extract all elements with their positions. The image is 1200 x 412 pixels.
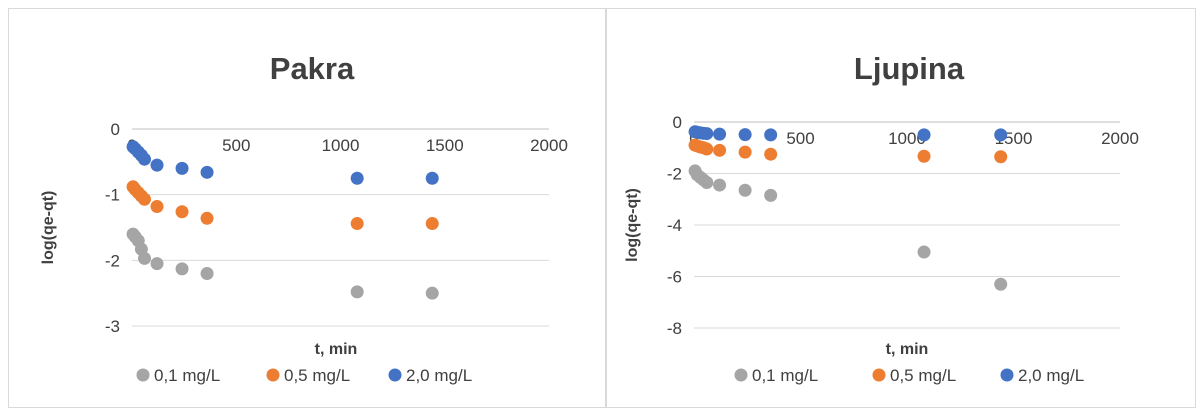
legend-marker (872, 368, 886, 382)
data-point-0-5-mg-l (713, 143, 727, 157)
legend-label: 0,5 mg/L (284, 366, 350, 385)
data-point-2-0-mg-l (764, 128, 778, 142)
data-point-0-5-mg-l (200, 211, 214, 225)
x-tick-label: 1000 (888, 129, 926, 148)
y-tick-label: -3 (105, 317, 120, 336)
y-tick-label: -6 (667, 268, 682, 287)
data-point-0-1-mg-l (994, 277, 1008, 291)
data-point-0-5-mg-l (738, 145, 752, 159)
data-point-0-1-mg-l (138, 251, 152, 265)
data-point-0-5-mg-l (175, 205, 189, 219)
data-point-0-5-mg-l (994, 150, 1008, 164)
y-tick-label: -8 (667, 319, 682, 338)
y-tick-label: -2 (667, 165, 682, 184)
data-point-0-5-mg-l (150, 199, 164, 213)
data-point-2-0-mg-l (738, 128, 752, 142)
y-tick-label: -1 (105, 186, 120, 205)
data-point-0-1-mg-l (425, 286, 439, 300)
data-point-0-5-mg-l (138, 192, 152, 206)
chart-title: Pakra (270, 51, 355, 86)
legend-label: 0,1 mg/L (154, 366, 220, 385)
data-point-0-1-mg-l (738, 183, 752, 197)
x-tick-label: 0 (689, 129, 698, 148)
chart-panel-ljupina: Ljupina 0 -2 -4 -6 -8 0 500 1000 1500 2000 t, min lo… (606, 8, 1196, 408)
data-point-0-5-mg-l (700, 142, 714, 156)
chart-title: Ljupina (854, 51, 965, 86)
y-tick-label: -4 (667, 216, 682, 235)
data-point-2-0-mg-l (350, 171, 364, 185)
data-point-2-0-mg-l (713, 127, 727, 141)
x-axis-title: t, min (886, 341, 929, 358)
data-point-0-1-mg-l (700, 176, 714, 190)
data-point-2-0-mg-l (150, 158, 164, 172)
x-tick-label: 500 (786, 129, 814, 148)
x-tick-label: 2000 (530, 136, 568, 155)
x-axis-title: t, min (315, 341, 358, 358)
legend-label: 2,0 mg/L (1018, 366, 1084, 385)
data-point-0-1-mg-l (764, 188, 778, 202)
legend-label: 0,1 mg/L (752, 366, 818, 385)
data-point-2-0-mg-l (700, 127, 714, 141)
data-point-0-1-mg-l (150, 257, 164, 271)
data-point-2-0-mg-l (994, 128, 1008, 142)
data-point-0-5-mg-l (425, 217, 439, 231)
legend-marker (136, 368, 150, 382)
legend-label: 0,5 mg/L (890, 366, 956, 385)
x-tick-label: 1000 (322, 136, 360, 155)
y-tick-label: 0 (673, 113, 682, 132)
data-point-0-1-mg-l (917, 245, 931, 259)
data-point-0-5-mg-l (917, 149, 931, 163)
legend-marker (266, 368, 280, 382)
x-tick-label: 2000 (1101, 129, 1139, 148)
y-axis-title: log(qe-qt) (40, 191, 57, 265)
data-point-2-0-mg-l (200, 165, 214, 179)
data-point-2-0-mg-l (425, 171, 439, 185)
data-point-0-1-mg-l (350, 285, 364, 299)
x-tick-label: 1500 (426, 136, 464, 155)
data-point-0-5-mg-l (350, 217, 364, 231)
legend-label: 2,0 mg/L (406, 366, 472, 385)
data-point-2-0-mg-l (917, 128, 931, 142)
x-tick-label: 500 (222, 136, 250, 155)
data-point-2-0-mg-l (175, 161, 189, 175)
data-point-0-1-mg-l (175, 262, 189, 276)
legend-marker (388, 368, 402, 382)
data-point-0-1-mg-l (200, 266, 214, 280)
legend-marker (1000, 368, 1014, 382)
data-point-2-0-mg-l (138, 152, 152, 166)
data-point-0-1-mg-l (713, 178, 727, 192)
legend-marker (734, 368, 748, 382)
y-axis-title: log(qe-qt) (624, 188, 641, 262)
y-tick-label: 0 (111, 120, 120, 139)
y-tick-label: -2 (105, 251, 120, 270)
data-point-0-5-mg-l (764, 147, 778, 161)
